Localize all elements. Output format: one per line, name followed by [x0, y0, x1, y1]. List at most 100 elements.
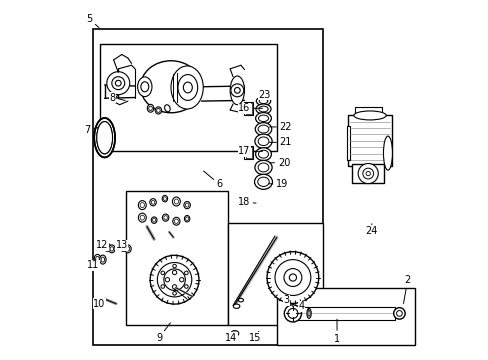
Ellipse shape: [171, 66, 203, 109]
Ellipse shape: [162, 195, 167, 202]
Ellipse shape: [151, 200, 155, 204]
Ellipse shape: [255, 148, 271, 161]
Text: 6: 6: [203, 171, 222, 189]
Ellipse shape: [256, 97, 270, 105]
Text: 5: 5: [86, 14, 99, 28]
Text: 20: 20: [269, 158, 289, 168]
Text: 3: 3: [283, 295, 292, 306]
Ellipse shape: [124, 245, 131, 253]
Bar: [228, 223, 323, 325]
Circle shape: [289, 274, 296, 281]
Circle shape: [366, 171, 369, 176]
Ellipse shape: [172, 197, 180, 206]
Circle shape: [112, 77, 124, 90]
Ellipse shape: [183, 82, 192, 93]
Bar: [276, 288, 414, 345]
Circle shape: [184, 285, 188, 288]
Ellipse shape: [258, 137, 268, 145]
Text: 8: 8: [110, 93, 125, 103]
Circle shape: [274, 260, 310, 296]
Circle shape: [179, 278, 183, 282]
Ellipse shape: [258, 115, 268, 122]
Circle shape: [172, 270, 176, 275]
Ellipse shape: [121, 245, 125, 249]
Ellipse shape: [140, 61, 201, 113]
Circle shape: [284, 305, 301, 322]
Ellipse shape: [184, 216, 189, 222]
Ellipse shape: [94, 118, 115, 157]
Ellipse shape: [255, 113, 271, 124]
Bar: [244, 145, 253, 159]
Ellipse shape: [110, 247, 113, 251]
Bar: [245, 147, 252, 158]
Circle shape: [230, 84, 244, 97]
Ellipse shape: [232, 332, 237, 335]
Circle shape: [184, 271, 188, 275]
Ellipse shape: [101, 257, 104, 262]
Ellipse shape: [148, 106, 152, 111]
Text: 18: 18: [237, 197, 256, 207]
Text: 17: 17: [238, 146, 262, 156]
Circle shape: [393, 308, 405, 319]
Circle shape: [172, 285, 176, 289]
Ellipse shape: [172, 217, 180, 225]
Ellipse shape: [96, 256, 99, 261]
Circle shape: [287, 309, 297, 319]
Ellipse shape: [255, 123, 271, 135]
Ellipse shape: [258, 125, 268, 133]
Circle shape: [357, 163, 378, 184]
Ellipse shape: [126, 247, 129, 251]
Ellipse shape: [230, 76, 244, 105]
Ellipse shape: [147, 104, 153, 112]
Ellipse shape: [238, 298, 243, 302]
Text: 10: 10: [93, 299, 105, 309]
Ellipse shape: [140, 215, 144, 220]
Ellipse shape: [254, 134, 271, 148]
Ellipse shape: [174, 219, 178, 224]
Ellipse shape: [233, 304, 239, 309]
Ellipse shape: [163, 197, 166, 201]
Ellipse shape: [120, 243, 126, 251]
Circle shape: [161, 285, 164, 288]
Bar: [351, 164, 384, 183]
Text: 2: 2: [403, 275, 410, 303]
Ellipse shape: [178, 75, 197, 100]
Ellipse shape: [152, 219, 155, 222]
Bar: [348, 116, 391, 166]
Text: 23: 23: [258, 90, 270, 101]
Bar: [244, 102, 253, 116]
Ellipse shape: [104, 243, 110, 251]
Text: 1: 1: [333, 319, 339, 343]
Bar: [245, 103, 252, 114]
Bar: [100, 44, 276, 151]
Ellipse shape: [94, 255, 101, 264]
Ellipse shape: [255, 104, 270, 114]
Text: 11: 11: [87, 260, 99, 270]
Ellipse shape: [100, 255, 106, 264]
Ellipse shape: [258, 163, 268, 172]
Ellipse shape: [149, 199, 156, 206]
Ellipse shape: [141, 82, 148, 92]
Ellipse shape: [183, 202, 190, 209]
Text: 14: 14: [224, 333, 237, 343]
Ellipse shape: [137, 77, 152, 96]
Ellipse shape: [257, 177, 269, 186]
Circle shape: [165, 278, 169, 282]
Bar: [354, 107, 381, 116]
Ellipse shape: [138, 201, 146, 210]
Ellipse shape: [162, 214, 168, 221]
Bar: [289, 307, 394, 320]
Circle shape: [172, 292, 176, 295]
Bar: [346, 126, 349, 160]
Circle shape: [106, 72, 129, 95]
Circle shape: [115, 80, 121, 86]
Circle shape: [266, 252, 318, 303]
Circle shape: [161, 271, 164, 275]
Bar: [126, 191, 228, 325]
Ellipse shape: [163, 216, 167, 220]
Ellipse shape: [254, 174, 272, 189]
Text: 12: 12: [96, 240, 108, 250]
Ellipse shape: [138, 213, 146, 222]
Text: 9: 9: [156, 323, 170, 343]
Ellipse shape: [259, 99, 267, 104]
